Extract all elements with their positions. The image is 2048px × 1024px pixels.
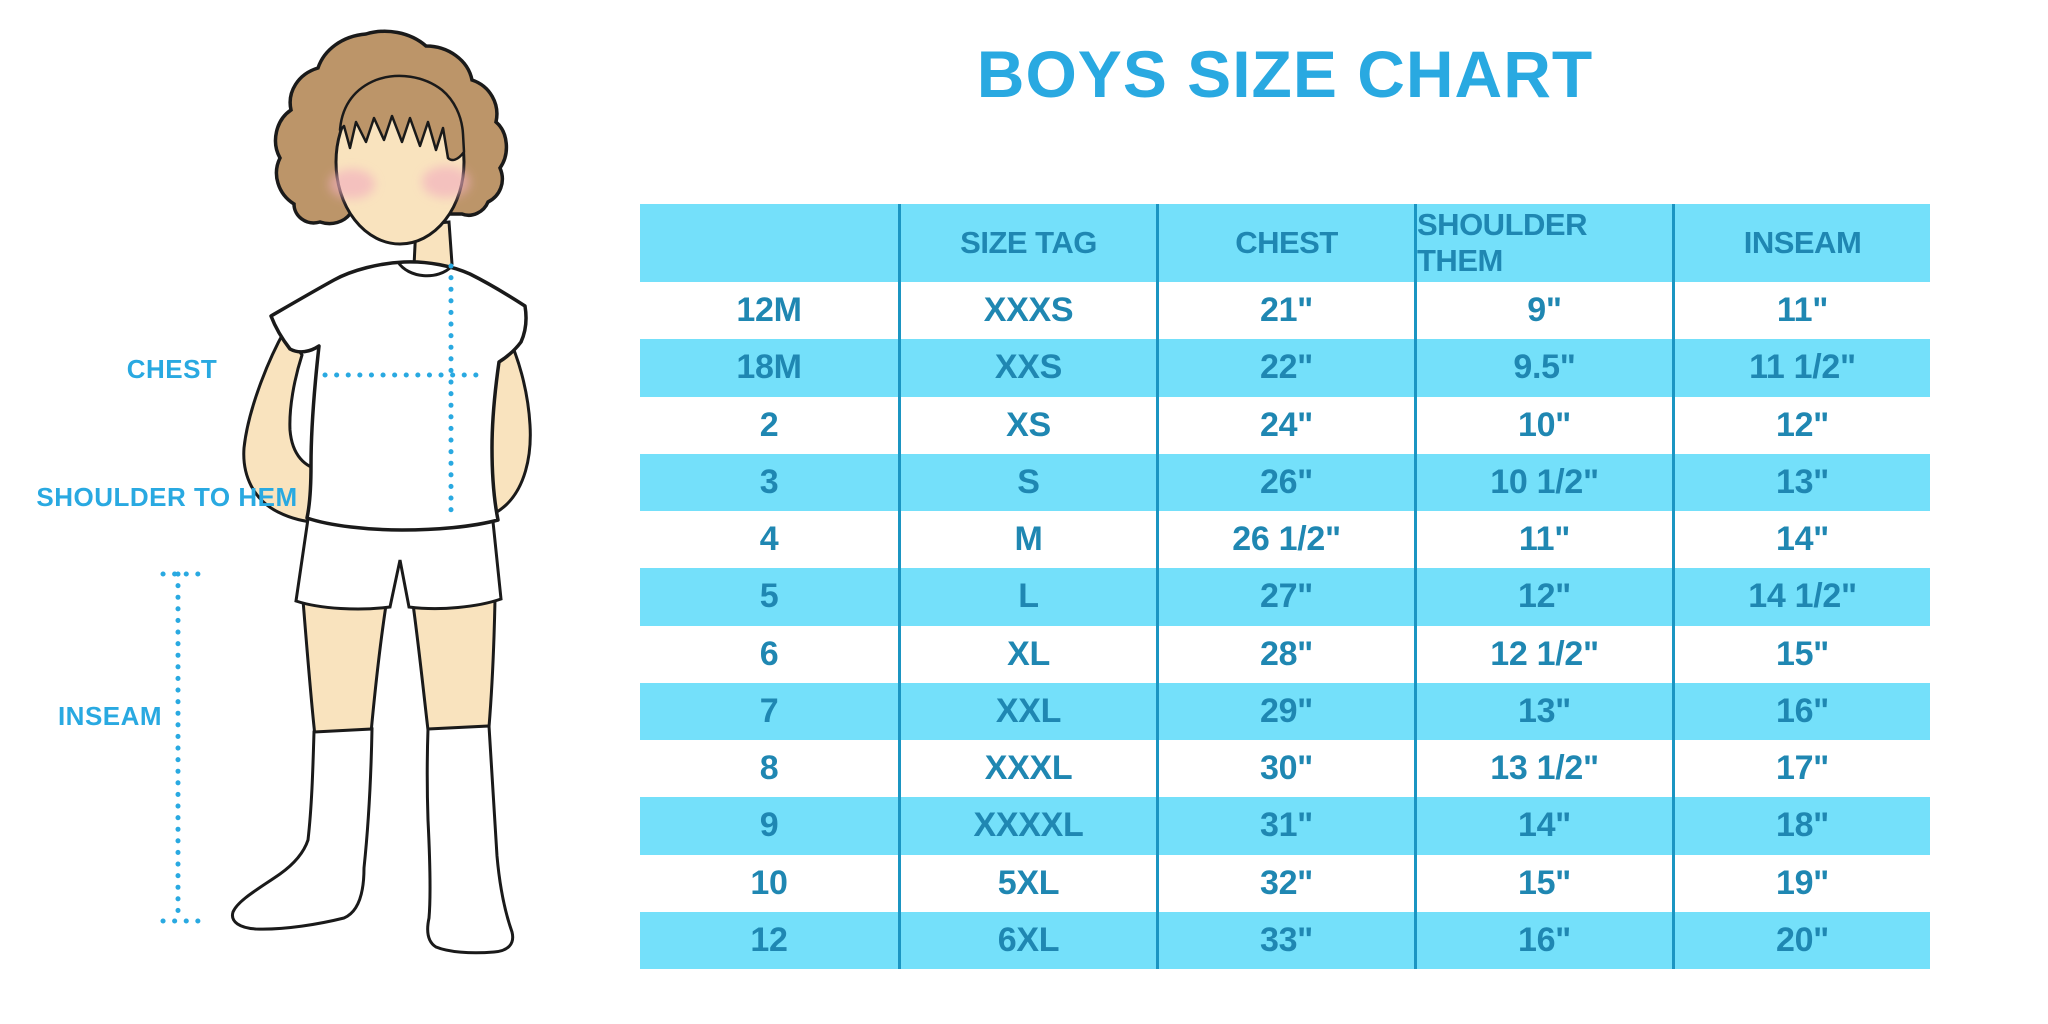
boy-left-sock [230,727,374,931]
table-row: 4 M 26 1/2" 11" 14" [640,511,1930,569]
table-cell: 10 [750,863,788,902]
table-cell: 21" [1156,282,1414,340]
header-cell: INSEAM [1672,204,1930,282]
table-cell: M [898,511,1156,569]
table-cell: 6XL [898,911,1156,969]
table-cell: 27" [1156,568,1414,626]
table-row: 10 5XL 32" 15" 19" [640,854,1930,912]
table-cell: 31" [1156,797,1414,855]
table-cell: XL [898,625,1156,683]
table-cell: 24" [1156,396,1414,454]
table-cell: XXXL [898,740,1156,798]
boy-right-leg [411,598,497,732]
header-cell: SHOULDER THEM [1414,204,1672,282]
boy-left-leg [301,598,388,738]
table-cell: 9.5" [1414,339,1672,397]
table-cell: 16" [1672,682,1930,740]
table-cell: 12M [736,291,802,330]
table-cell: 16" [1414,911,1672,969]
header-cell [640,204,898,282]
boy-illustration [160,29,532,955]
boy-hair-fringe [338,74,466,162]
page-title: BOYS SIZE CHART [976,37,1594,111]
table-cell: 26" [1156,453,1414,511]
table-row: 18M XXS 22" 9.5" 11 1/2" [640,339,1930,397]
table-cell: 11 1/2" [1672,339,1930,397]
table-cell: XS [898,396,1156,454]
table-row: 7 XXL 29" 13" 16" [640,682,1930,740]
table-cell: 11" [1672,282,1930,340]
table-cell: 12 [750,920,788,959]
inseam-measurement-label: INSEAM [57,701,163,731]
boy-shorts [294,510,503,611]
table-cell: 5 [759,577,779,616]
table-cell: L [898,568,1156,626]
table-cell: XXXXL [898,797,1156,855]
table-cell: 18" [1672,797,1930,855]
table-cell: S [898,453,1156,511]
table-cell: 32" [1156,854,1414,912]
table-cell: 6 [759,634,779,673]
table-cell: 13 1/2" [1414,740,1672,798]
chest-measurement-label: CHEST [126,354,218,384]
table-cell: 5XL [898,854,1156,912]
table-cell: XXL [898,682,1156,740]
table-cell: 28" [1156,625,1414,683]
header-cell: CHEST [1156,204,1414,282]
table-cell: 8 [759,749,779,788]
boy-left-arm [242,327,324,524]
table-cell: 14" [1672,511,1930,569]
table-cell: 15" [1672,625,1930,683]
table-row: 2 XS 24" 10" 12" [640,396,1930,454]
table-row: 5 L 27" 12" 14 1/2" [640,568,1930,626]
boy-shirt-neckline [396,261,454,278]
table-cell: 20" [1672,911,1930,969]
table-cell: 10" [1414,396,1672,454]
table-cell: 19" [1672,854,1930,912]
boy-right-cheek [422,166,470,198]
table-cell: 12" [1672,396,1930,454]
table-cell: 33" [1156,911,1414,969]
table-header-row: SIZE TAG CHEST SHOULDER THEM INSEAM [640,204,1930,282]
table-cell: 14" [1414,797,1672,855]
table-cell: 13" [1414,682,1672,740]
table-cell: 10 1/2" [1414,453,1672,511]
table-cell: 12" [1414,568,1672,626]
table-cell: 13" [1672,453,1930,511]
size-table: SIZE TAG CHEST SHOULDER THEM INSEAM 12M XXXS 2… [640,204,1930,969]
table-row: 3 S 26" 10 1/2" 13" [640,453,1930,511]
table-row: 12 6XL 33" 16" 20" [640,911,1930,969]
table-cell: 26 1/2" [1156,511,1414,569]
table-cell: 9 [759,806,779,845]
table-cell: 15" [1414,854,1672,912]
table-cell: 22" [1156,339,1414,397]
table-cell: 30" [1156,740,1414,798]
table-cell: 11" [1414,511,1672,569]
table-row: 12M XXXS 21" 9" 11" [640,282,1930,340]
table-cell: 12 1/2" [1414,625,1672,683]
table-row: 8 XXXL 30" 13 1/2" 17" [640,740,1930,798]
table-row: 6 XL 28" 12 1/2" 15" [640,625,1930,683]
table-cell: XXS [898,339,1156,397]
table-cell: XXXS [898,282,1156,340]
table-cell: 2 [759,405,779,444]
table-cell: 9" [1414,282,1672,340]
header-cell: SIZE TAG [898,204,1156,282]
shoulder-to-hem-measurement-label: SHOULDER TO HEM [36,482,298,512]
table-cell: 4 [759,520,779,559]
table-cell: 17" [1672,740,1930,798]
boy-left-cheek [329,169,375,199]
table-row: 9 XXXXL 31" 14" 18" [640,797,1930,855]
boy-shirt [269,260,528,532]
table-cell: 29" [1156,682,1414,740]
table-cell: 7 [759,691,779,730]
table-cell: 3 [759,462,779,501]
table-cell: 14 1/2" [1672,568,1930,626]
table-cell: 18M [736,348,802,387]
boy-right-sock [425,724,515,955]
